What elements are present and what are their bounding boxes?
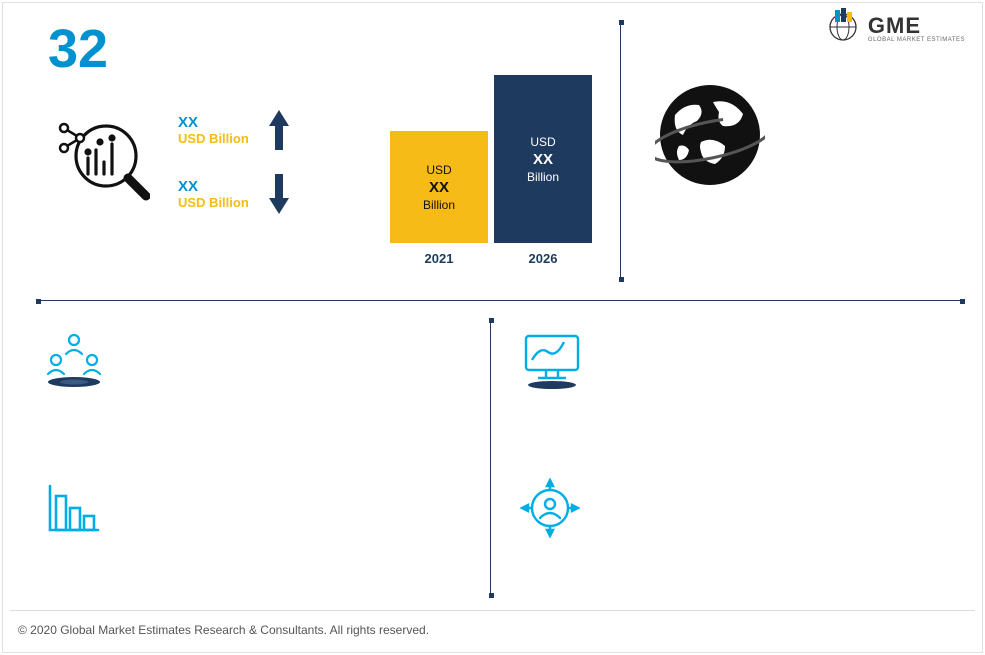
logo-subtext: GLOBAL MARKET ESTIMATES [868, 37, 965, 43]
market-size-bar-chart: USD XX Billion 2021 USD XX Billion 2026 [390, 86, 600, 266]
copyright-text: © 2020 Global Market Estimates Research … [18, 623, 429, 637]
market-low-metric: XX USD Billion [178, 172, 291, 216]
bar: USD XX Billion 2021 [390, 131, 488, 266]
brand-logo: GME GLOBAL MARKET ESTIMATES [826, 8, 965, 47]
bar-chart-icon [42, 478, 106, 547]
metric-low-value: XX [178, 178, 249, 195]
bar-currency: USD [426, 163, 451, 177]
metric-high-value: XX [178, 114, 249, 131]
vertical-divider-top [620, 22, 621, 280]
bar-unit: Billion [527, 170, 559, 184]
bar-year-label: 2026 [529, 251, 558, 266]
globe-icon [655, 80, 765, 195]
metric-low-unit: USD Billion [178, 195, 249, 210]
arrow-up-icon [267, 108, 291, 152]
globe-logo-icon [826, 8, 860, 47]
footer-divider [10, 610, 975, 611]
bar-year-label: 2021 [425, 251, 454, 266]
arrow-down-icon [267, 172, 291, 216]
metric-high-unit: USD Billion [178, 131, 249, 146]
headline-number: 32 [48, 18, 108, 80]
bar-rect: USD XX Billion [390, 131, 488, 243]
target-user-icon [520, 478, 580, 543]
bar: USD XX Billion 2026 [494, 75, 592, 266]
horizontal-divider [38, 300, 963, 301]
bar-value: XX [533, 151, 553, 168]
bar-unit: Billion [423, 198, 455, 212]
monitor-chart-icon [520, 330, 584, 395]
bar-value: XX [429, 179, 449, 196]
people-network-icon [42, 330, 106, 395]
analytics-search-icon [50, 112, 150, 217]
bar-rect: USD XX Billion [494, 75, 592, 243]
logo-text: GME [868, 13, 921, 38]
bar-currency: USD [530, 135, 555, 149]
vertical-divider-bottom [490, 320, 491, 596]
market-high-metric: XX USD Billion [178, 108, 291, 152]
